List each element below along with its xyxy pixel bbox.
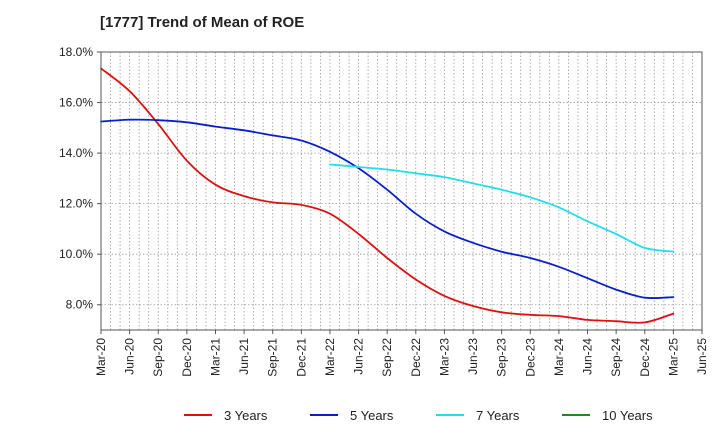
x-tick-label: Sep-24 [609, 338, 623, 377]
series-lines [100, 67, 675, 324]
x-tick-label: Mar-21 [208, 338, 222, 376]
series-line-3-years [100, 67, 675, 324]
y-tick-label: 8.0% [66, 298, 94, 312]
x-tick-label: Dec-21 [294, 338, 308, 377]
x-tick-label: Sep-21 [266, 338, 280, 377]
y-tick-label: 18.0% [59, 45, 93, 59]
legend-label: 7 Years [476, 408, 520, 423]
y-axis-ticks: 8.0% 10.0% 12.0% 14.0% 16.0% 18.0% [59, 45, 101, 312]
x-tick-label: Mar-24 [552, 338, 566, 376]
x-tick-label: Jun-23 [466, 338, 480, 375]
x-tick-label: Jun-24 [581, 338, 595, 375]
x-tick-label: Mar-23 [437, 338, 451, 376]
x-tick-label: Jun-22 [352, 338, 366, 375]
x-tick-label: Mar-25 [666, 338, 680, 376]
x-tick-label: Mar-20 [94, 338, 108, 376]
x-tick-label: Sep-20 [151, 338, 165, 377]
x-tick-label: Jun-21 [237, 338, 251, 375]
x-tick-label: Dec-22 [409, 338, 423, 377]
x-tick-label: Sep-22 [380, 338, 394, 377]
x-tick-label: Dec-23 [523, 338, 537, 377]
series-line-5-years [100, 118, 675, 300]
x-tick-label: Sep-23 [495, 338, 509, 377]
legend-label: 5 Years [350, 408, 394, 423]
x-tick-label: Dec-24 [638, 338, 652, 377]
legend-label: 3 Years [224, 408, 268, 423]
x-tick-label: Jun-20 [123, 338, 137, 375]
plot-frame [100, 51, 703, 331]
x-tick-label: Mar-22 [323, 338, 337, 376]
legend-label: 10 Years [602, 408, 653, 423]
x-tick-label: Dec-20 [180, 338, 194, 377]
y-tick-label: 16.0% [59, 96, 93, 110]
y-tick-label: 14.0% [59, 146, 93, 160]
chart-title: [1777] Trend of Mean of ROE [100, 14, 305, 31]
legend: 3 Years 5 Years 7 Years 10 Years [184, 408, 653, 423]
x-tick-label: Jun-25 [695, 338, 709, 375]
x-axis-ticks: Mar-20 Jun-20 Sep-20 Dec-20 Mar-21 Jun-21 Sep-… [94, 330, 709, 377]
y-tick-label: 10.0% [59, 247, 93, 261]
series-line-7-years [329, 163, 675, 253]
y-tick-label: 12.0% [59, 197, 93, 211]
